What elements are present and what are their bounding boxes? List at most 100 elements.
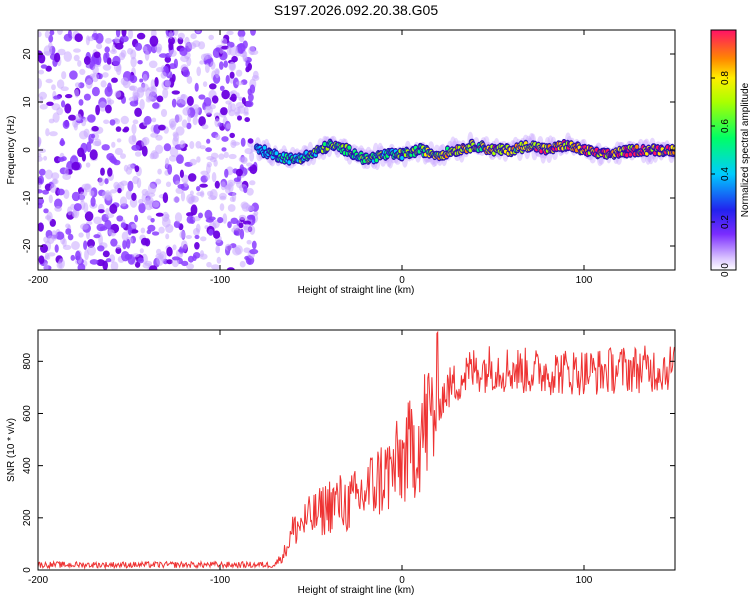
noise-blob [38, 168, 46, 176]
noise-blob [114, 147, 123, 156]
noise-blob [38, 222, 44, 232]
spectrogram-ridge [253, 131, 675, 171]
ridge-peak [625, 153, 629, 158]
noise-blob [186, 96, 194, 106]
noise-blob [166, 259, 173, 265]
noise-blob [71, 161, 80, 171]
noise-blob [150, 30, 157, 38]
noise-blob [229, 61, 236, 71]
noise-blob [246, 162, 253, 167]
noise-blob [44, 255, 51, 260]
noise-blob [61, 71, 67, 80]
noise-blob [199, 145, 206, 150]
noise-blob [165, 233, 170, 240]
noise-blob [116, 215, 124, 222]
noise-blob [189, 141, 195, 149]
noise-blob [104, 178, 109, 185]
noise-blob [217, 217, 224, 224]
noise-blob [128, 96, 137, 102]
noise-blob [77, 263, 86, 270]
noise-blob [164, 79, 171, 87]
noise-blob [194, 82, 199, 92]
noise-blob [89, 190, 95, 197]
noise-blob [148, 265, 158, 270]
noise-blob [195, 223, 201, 233]
spectrogram-xlabel: Height of straight line (km) [298, 285, 415, 296]
noise-blob [247, 88, 252, 96]
noise-blob [122, 239, 127, 250]
noise-blob [48, 194, 53, 204]
noise-blob [57, 188, 65, 196]
spectrogram-ytick-label: -10 [22, 190, 33, 205]
snr-xtick-label: -100 [210, 575, 230, 586]
noise-blob [105, 37, 112, 44]
noise-blob [200, 170, 209, 176]
noise-blob [179, 47, 188, 56]
noise-blob [73, 54, 80, 62]
noise-blob [171, 90, 180, 95]
noise-blob [189, 190, 194, 196]
noise-blob [117, 187, 122, 194]
noise-blob [230, 217, 239, 224]
noise-blob [205, 147, 213, 153]
noise-blob [203, 97, 212, 107]
noise-blob [207, 190, 214, 197]
ridge-peak [274, 151, 279, 156]
noise-blob [78, 99, 84, 106]
colorbar-tick-label: 0.6 [720, 119, 731, 133]
noise-blob [71, 191, 81, 202]
noise-blob [121, 30, 127, 37]
noise-blob [226, 45, 232, 56]
noise-blob [228, 153, 237, 160]
noise-blob [46, 101, 54, 107]
noise-blob [62, 173, 72, 180]
noise-blob [65, 94, 73, 99]
noise-blob [199, 60, 205, 65]
noise-blob [233, 230, 239, 236]
noise-blob [130, 49, 137, 60]
noise-blob [49, 183, 57, 193]
noise-blob [155, 212, 164, 217]
noise-blob [205, 63, 210, 74]
noise-blob [249, 180, 256, 186]
ridge-peak [628, 152, 633, 157]
noise-blob [38, 53, 46, 64]
noise-blob [84, 249, 89, 261]
noise-blob [181, 119, 188, 128]
noise-blob [86, 141, 92, 153]
noise-blob [54, 206, 62, 212]
noise-blob [244, 148, 253, 155]
noise-blob [38, 189, 43, 194]
noise-blob [45, 65, 52, 72]
noise-blob [175, 180, 181, 185]
noise-blob [49, 30, 55, 36]
ridge-peak [539, 149, 543, 154]
spectrogram-ytick-label: 0 [22, 147, 33, 153]
snr-ytick-label: 400 [22, 457, 33, 474]
noise-blob [75, 250, 81, 261]
noise-blob [139, 248, 144, 254]
noise-blob [120, 222, 127, 229]
colorbar-tick-label: 0.8 [720, 71, 731, 85]
noise-blob [58, 258, 65, 269]
noise-blob [196, 191, 205, 196]
noise-blob [249, 164, 258, 175]
noise-blob [182, 107, 191, 116]
noise-blob [184, 36, 190, 47]
noise-blob [63, 189, 70, 199]
noise-blob [149, 35, 159, 47]
noise-blob [196, 66, 201, 77]
noise-blob [38, 197, 45, 206]
noise-blob [97, 245, 105, 252]
noise-blob [186, 75, 193, 84]
noise-blob [147, 215, 152, 221]
noise-blob [87, 114, 96, 123]
noise-blob [252, 70, 259, 79]
noise-blob [161, 216, 171, 228]
noise-blob [120, 35, 129, 43]
noise-blob [127, 163, 135, 170]
noise-blob [231, 141, 240, 146]
noise-blob [214, 118, 220, 128]
colorbar-tick-label: 0.4 [720, 167, 731, 181]
